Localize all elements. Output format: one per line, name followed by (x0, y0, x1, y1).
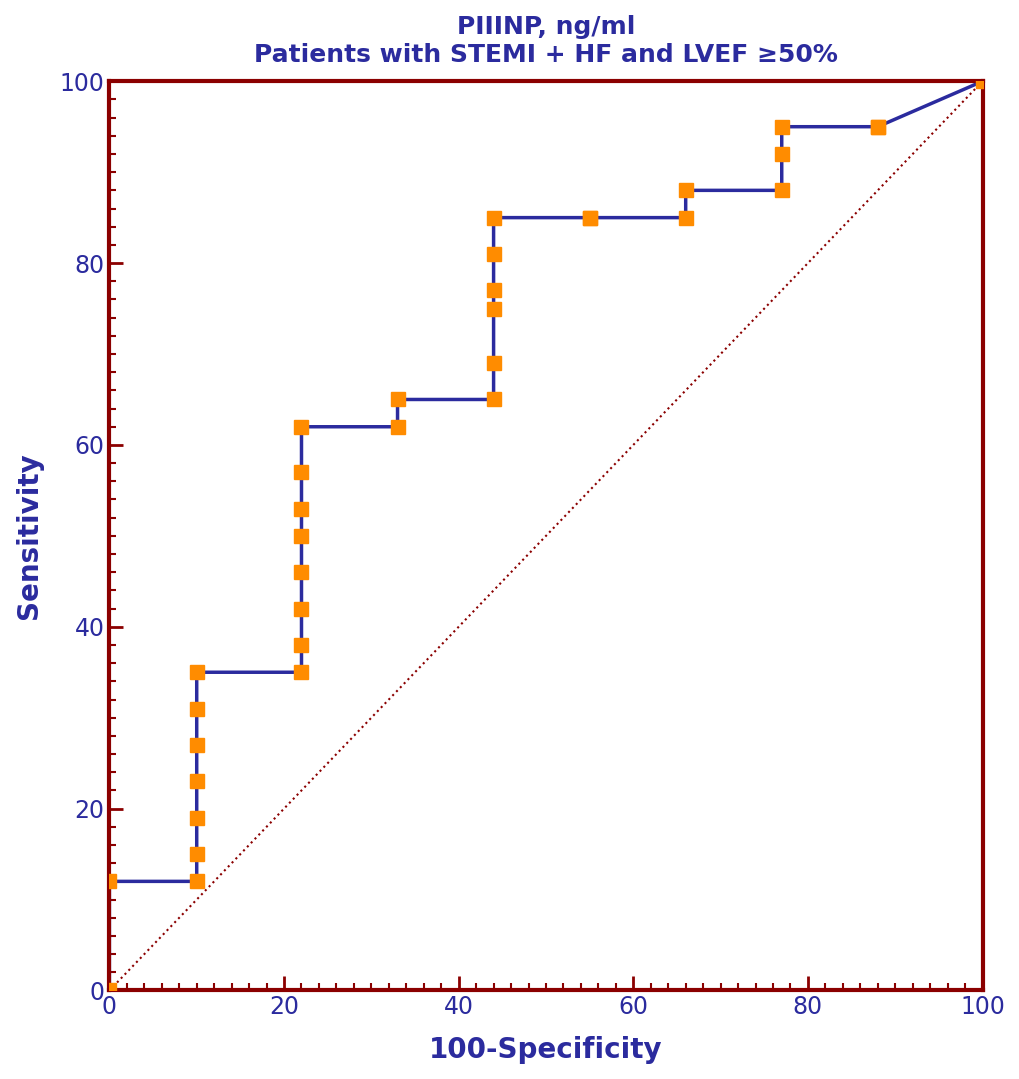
Title: PIIINP, ng/ml
Patients with STEMI + HF and LVEF ≥50%: PIIINP, ng/ml Patients with STEMI + HF a… (254, 15, 837, 67)
Y-axis label: Sensitivity: Sensitivity (15, 452, 43, 619)
X-axis label: 100-Specificity: 100-Specificity (429, 1036, 662, 1064)
